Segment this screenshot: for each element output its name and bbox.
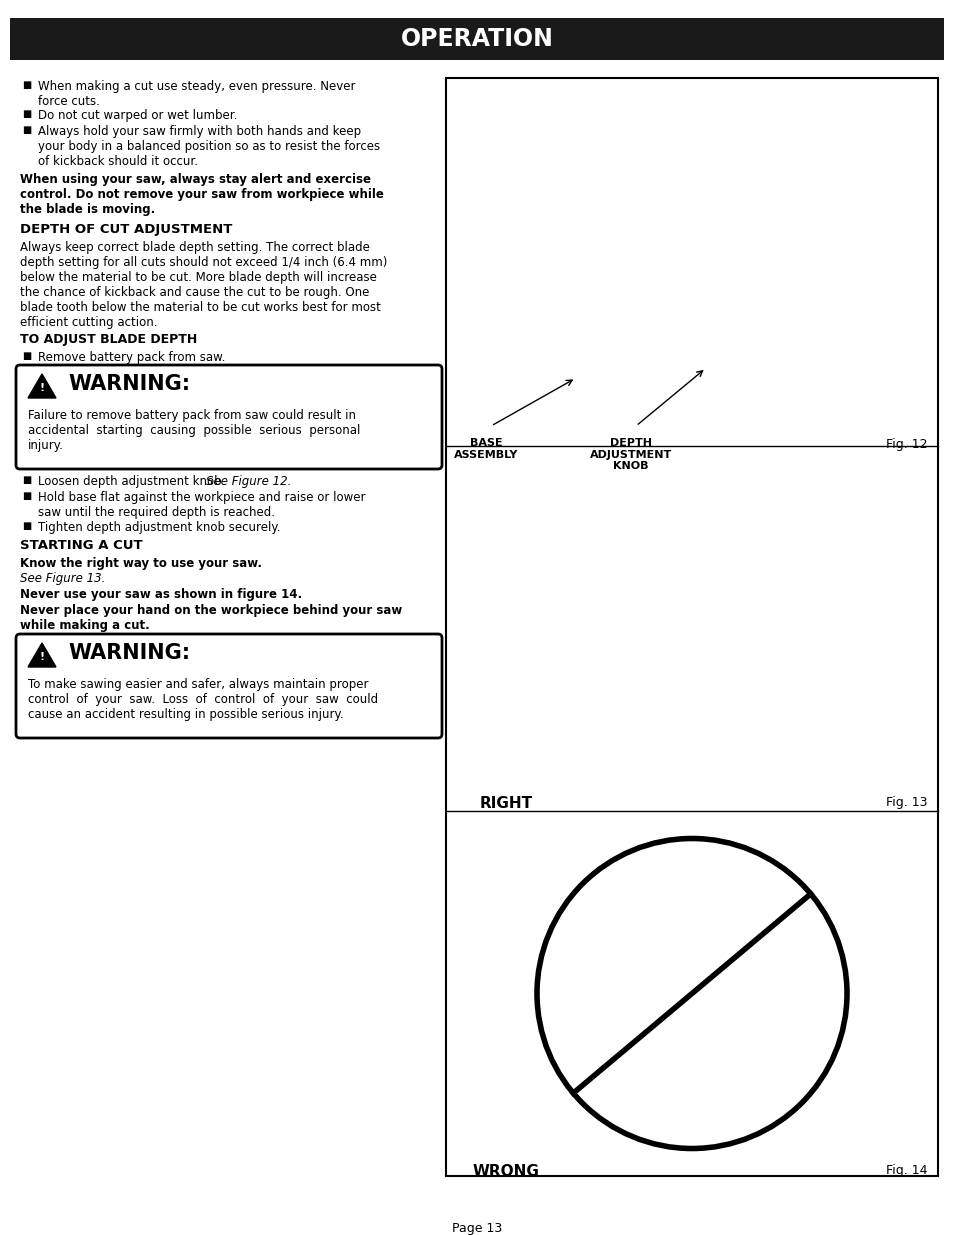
Polygon shape <box>28 643 56 667</box>
Text: Know the right way to use your saw.: Know the right way to use your saw. <box>20 557 262 571</box>
Text: Fig. 14: Fig. 14 <box>885 1165 927 1177</box>
Text: !: ! <box>39 652 45 662</box>
Bar <box>446 78 937 1176</box>
Text: Never place your hand on the workpiece behind your saw
while making a cut.: Never place your hand on the workpiece b… <box>20 604 402 632</box>
Text: Always keep correct blade depth setting. The correct blade
depth setting for all: Always keep correct blade depth setting.… <box>20 241 387 329</box>
Text: See Figure 12.: See Figure 12. <box>206 475 291 488</box>
Text: DEPTH
ADJUSTMENT
KNOB: DEPTH ADJUSTMENT KNOB <box>589 438 672 472</box>
Text: WARNING:: WARNING: <box>68 643 190 663</box>
Text: When making a cut use steady, even pressure. Never
force cuts.: When making a cut use steady, even press… <box>38 80 355 107</box>
FancyBboxPatch shape <box>16 634 441 739</box>
Text: RIGHT: RIGHT <box>479 797 532 811</box>
Text: To make sawing easier and safer, always maintain proper
control  of  your  saw. : To make sawing easier and safer, always … <box>28 678 377 721</box>
Text: Always hold your saw firmly with both hands and keep
your body in a balanced pos: Always hold your saw firmly with both ha… <box>38 125 379 168</box>
Bar <box>10 19 943 61</box>
Text: ■: ■ <box>22 492 31 501</box>
Text: ■: ■ <box>22 109 31 119</box>
Text: When using your saw, always stay alert and exercise
control. Do not remove your : When using your saw, always stay alert a… <box>20 173 383 216</box>
Text: See Figure 13.: See Figure 13. <box>20 572 105 585</box>
Text: ■: ■ <box>22 351 31 361</box>
Text: Fig. 12: Fig. 12 <box>885 438 927 451</box>
Text: !: ! <box>39 383 45 393</box>
Text: Failure to remove battery pack from saw could result in
accidental  starting  ca: Failure to remove battery pack from saw … <box>28 409 360 452</box>
Text: DEPTH OF CUT ADJUSTMENT: DEPTH OF CUT ADJUSTMENT <box>20 224 233 236</box>
Text: TO ADJUST BLADE DEPTH: TO ADJUST BLADE DEPTH <box>20 333 197 346</box>
Text: Fig. 13: Fig. 13 <box>885 797 927 809</box>
FancyBboxPatch shape <box>16 366 441 469</box>
Text: STARTING A CUT: STARTING A CUT <box>20 538 143 552</box>
Text: WARNING:: WARNING: <box>68 374 190 394</box>
Polygon shape <box>28 374 56 398</box>
Text: Loosen depth adjustment knob.: Loosen depth adjustment knob. <box>38 475 229 488</box>
Text: Do not cut warped or wet lumber.: Do not cut warped or wet lumber. <box>38 109 237 122</box>
Text: ■: ■ <box>22 521 31 531</box>
Text: Remove battery pack from saw.: Remove battery pack from saw. <box>38 351 225 364</box>
Text: Page 13: Page 13 <box>452 1221 501 1235</box>
Text: ■: ■ <box>22 80 31 90</box>
Text: ■: ■ <box>22 125 31 135</box>
Text: Hold base flat against the workpiece and raise or lower
saw until the required d: Hold base flat against the workpiece and… <box>38 492 365 519</box>
Text: BASE
ASSEMBLY: BASE ASSEMBLY <box>454 438 517 459</box>
Text: Tighten depth adjustment knob securely.: Tighten depth adjustment knob securely. <box>38 521 280 534</box>
Text: WRONG: WRONG <box>472 1165 538 1179</box>
Text: ■: ■ <box>22 475 31 485</box>
Text: Never use your saw as shown in figure 14.: Never use your saw as shown in figure 14… <box>20 588 302 601</box>
Text: OPERATION: OPERATION <box>400 27 553 51</box>
